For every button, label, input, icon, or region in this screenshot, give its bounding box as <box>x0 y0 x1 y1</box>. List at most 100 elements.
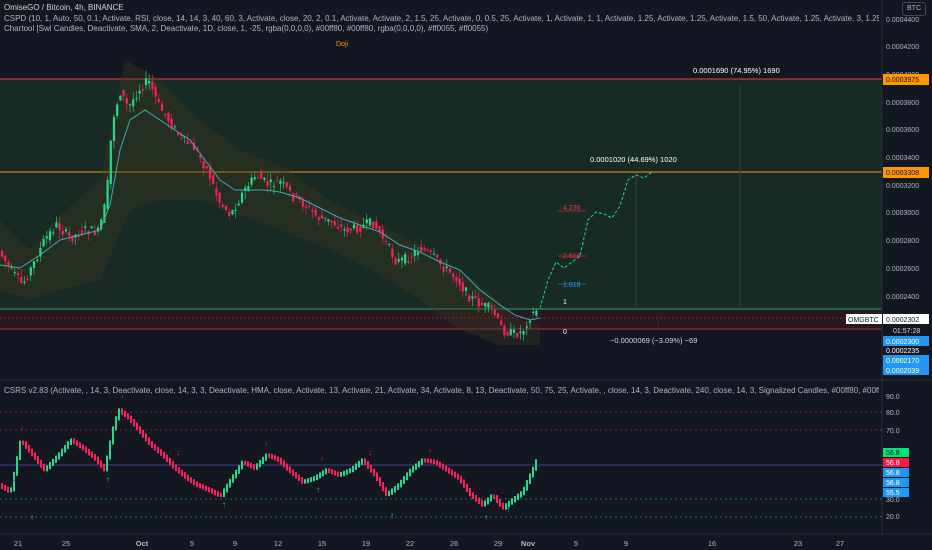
indicator-legend-chartool[interactable]: Chartool [Swi Candles, Deactivate, SMA, … <box>4 24 489 33</box>
oscillator-bar <box>496 494 498 503</box>
oscillator-bar <box>91 451 93 458</box>
oscillator-bar <box>133 419 135 427</box>
oscillator-bar <box>187 474 189 482</box>
candle-body <box>288 186 292 191</box>
price-tick-label: 0.0003800 <box>886 100 919 107</box>
candle-body <box>528 320 532 323</box>
oscillator-bar <box>85 446 87 453</box>
oscillator-bar <box>184 472 186 479</box>
oscillator-bar <box>454 471 456 478</box>
candle-body <box>250 177 253 185</box>
oscillator-bar <box>325 468 327 475</box>
candle-body <box>391 248 394 258</box>
indicator-legend-csrs[interactable]: CSRS v2.83 (Activate, , 14, 3, Deactivat… <box>4 386 879 395</box>
time-tick-label: Oct <box>136 539 149 548</box>
oscillator-bar <box>64 444 66 453</box>
oscillator-bar <box>16 456 18 476</box>
oscillator-axis[interactable]: 90.080.070.040.030.020.0 <box>886 394 900 521</box>
candle-body <box>493 309 496 315</box>
oscillator-bar <box>139 426 141 434</box>
oscillator-bar <box>508 500 510 508</box>
oscillator-bar <box>529 473 531 485</box>
oscillator-bar <box>298 474 300 482</box>
oscillator-bar <box>121 408 123 415</box>
time-tick-label: 27 <box>836 539 844 548</box>
oscillator-bar <box>214 489 216 496</box>
loss-zone <box>0 309 882 329</box>
oscillator-tick-label: 70.0 <box>886 428 900 435</box>
candle-body <box>429 250 432 252</box>
candlestick-series <box>0 70 538 341</box>
oscillator-bar <box>226 483 228 493</box>
price-tick-label: 0.0002800 <box>886 238 919 245</box>
oscillator-bar <box>520 491 522 498</box>
candle-body <box>48 231 52 241</box>
price-axis[interactable]: 0.00044000.00042000.00040000.00038000.00… <box>886 17 919 301</box>
oscillator-bar <box>346 469 348 475</box>
oscillator-bar <box>265 453 267 461</box>
oscillator-bar <box>328 468 330 474</box>
oscillator-bar <box>409 468 411 477</box>
time-axis[interactable]: 21 25 Oct 5 9 12 15 19 22 26 29 Nov 5 9 16 23 27 <box>14 539 844 548</box>
oscillator-bar <box>427 458 429 463</box>
candle-body <box>519 331 522 334</box>
oscillator-bar <box>310 477 312 483</box>
candle-body <box>368 218 372 226</box>
buy-arrow-icon: ↑ <box>30 513 34 522</box>
oscillator-bar <box>67 441 69 449</box>
moving-average-line <box>0 109 541 321</box>
candle-body <box>436 254 439 258</box>
oscillator-bar <box>388 490 390 497</box>
oscillator-bar <box>532 466 534 478</box>
candle-body <box>445 266 448 269</box>
fib-label-1: 1 <box>563 299 567 306</box>
oscillator-bar <box>511 498 513 505</box>
oscillator-bar <box>106 455 108 472</box>
oscillator-bar <box>256 463 258 470</box>
oscillator-bar <box>349 468 351 474</box>
oscillator-bar <box>376 472 378 482</box>
oscillator-bar <box>34 452 36 461</box>
candle-body <box>119 95 122 101</box>
candle-body <box>506 331 509 336</box>
oscillator-bar <box>160 449 162 456</box>
candle-body <box>141 89 144 91</box>
candle-body <box>103 204 106 223</box>
candle-body <box>231 210 234 215</box>
oscillator-bar <box>58 452 60 460</box>
candle-body <box>240 192 244 203</box>
candle-body <box>125 97 128 104</box>
candle-body <box>525 326 528 328</box>
blue-tag-3: 0.0002039 <box>886 368 919 375</box>
candle-body <box>375 221 378 229</box>
fib-label-4236: 4.236 <box>563 205 581 212</box>
oscillator-bar <box>535 459 537 471</box>
oscillator-bar <box>424 458 426 463</box>
candle-body <box>138 90 141 94</box>
oscillator-bar <box>415 463 417 470</box>
candle-body <box>404 254 407 264</box>
oscillator-bar <box>178 467 180 474</box>
candle-body <box>311 210 314 212</box>
candle-body <box>39 247 42 257</box>
oscillator-bar <box>370 464 372 473</box>
fib-label-0: 0 <box>563 329 567 336</box>
candle-body <box>484 303 487 307</box>
candle-body <box>164 113 167 116</box>
candle-body <box>202 160 205 169</box>
candle-body <box>282 182 285 184</box>
candle-body <box>167 112 170 122</box>
oscillator-bar <box>385 487 387 497</box>
oscillator-bar <box>271 454 273 460</box>
oscillator-bar <box>190 477 192 484</box>
candle-body <box>112 116 116 141</box>
oscillator-bar <box>526 480 528 491</box>
oscillator-bar <box>343 470 345 476</box>
currency-button[interactable]: BTC <box>902 2 926 16</box>
indicator-legend-cspd[interactable]: CSPD (10, 1, Auto, 50, 0.1, Activate, RS… <box>4 14 879 23</box>
oscillator-bar <box>469 488 471 497</box>
oscillator-bar <box>442 463 444 470</box>
candle-body <box>237 203 240 206</box>
oscillator-series <box>1 408 537 510</box>
candle-body <box>333 221 336 226</box>
